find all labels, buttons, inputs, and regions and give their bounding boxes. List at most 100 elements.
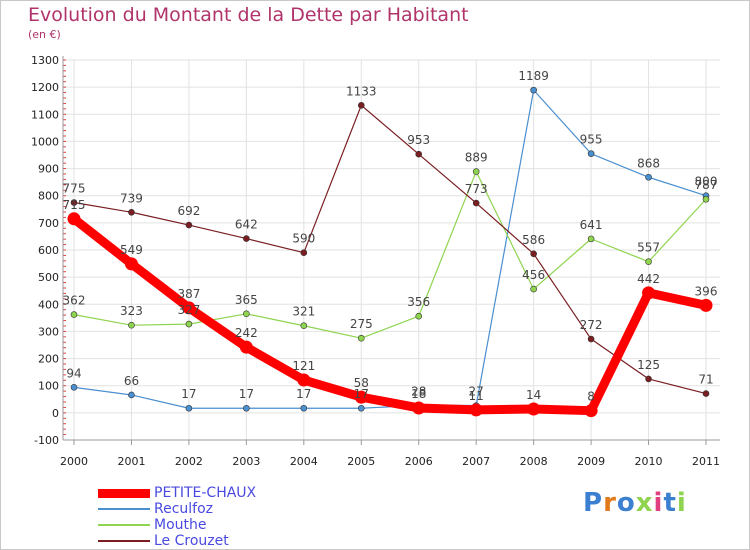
- series-line-le-crouzet: [73, 104, 707, 395]
- data-label: 28: [411, 384, 426, 398]
- series-layer: [67, 86, 713, 418]
- data-label: 1189: [518, 69, 549, 83]
- legend-swatch: [98, 540, 150, 542]
- data-point: [357, 334, 365, 342]
- data-label: 773: [465, 182, 488, 196]
- data-point: [642, 286, 656, 300]
- legend-swatch: [98, 524, 150, 526]
- data-point: [527, 402, 541, 416]
- data-point: [472, 168, 480, 175]
- data-point: [354, 390, 368, 404]
- data-point: [645, 173, 652, 181]
- data-label: 800: [695, 175, 718, 189]
- data-point: [415, 312, 423, 320]
- data-label: 17: [181, 387, 196, 401]
- data-point: [587, 150, 595, 157]
- data-label: 365: [235, 293, 258, 307]
- data-point: [128, 208, 135, 216]
- data-label: 18: [411, 387, 426, 401]
- data-point: [699, 298, 713, 312]
- data-point: [469, 403, 483, 417]
- data-label: 66: [124, 374, 139, 388]
- data-label: 456: [522, 268, 545, 282]
- data-point: [185, 221, 193, 229]
- y-tick-label: 400: [38, 298, 59, 311]
- x-tick-label: 2002: [175, 455, 203, 468]
- data-label: 323: [120, 304, 143, 318]
- data-label: 356: [407, 295, 430, 309]
- data-point: [185, 320, 193, 328]
- y-tick-label: 500: [38, 271, 59, 284]
- data-label: 642: [235, 218, 258, 232]
- data-point: [128, 391, 135, 399]
- y-tick-label: 1200: [31, 81, 59, 94]
- legend-swatch: [98, 508, 150, 510]
- y-tick-label: -100: [34, 434, 59, 447]
- data-label: 242: [235, 326, 258, 340]
- data-point: [702, 390, 710, 397]
- data-point: [239, 340, 253, 354]
- data-point: [297, 373, 311, 387]
- data-point: [472, 199, 480, 207]
- data-point: [70, 199, 78, 206]
- data-label: 58: [354, 376, 369, 390]
- data-label: 586: [522, 233, 545, 247]
- legend-item: Mouthe: [98, 517, 338, 533]
- data-label: 1133: [346, 84, 377, 98]
- data-label: 17: [296, 387, 311, 401]
- data-label: 125: [637, 358, 660, 372]
- data-label: 549: [120, 243, 143, 257]
- data-point: [415, 150, 423, 158]
- data-point: [67, 212, 81, 226]
- data-point: [243, 235, 250, 242]
- data-label: 889: [465, 151, 488, 165]
- x-tick-label: 2003: [232, 455, 260, 468]
- data-label: 641: [580, 218, 603, 232]
- x-tick-label: 2008: [520, 455, 548, 468]
- data-point: [182, 301, 196, 315]
- y-tick-label: 900: [38, 163, 59, 176]
- x-tick-label: 2007: [462, 455, 490, 468]
- legend-swatch: [98, 488, 150, 498]
- chart-title: Evolution du Montant de la Dette par Hab…: [28, 4, 469, 26]
- data-point: [300, 322, 308, 330]
- legend-label: Reculfoz: [154, 501, 214, 517]
- data-label: 321: [292, 305, 315, 319]
- data-point: [70, 311, 78, 318]
- proxiti-logo: Proxiti: [583, 488, 687, 518]
- data-label: 27: [469, 385, 484, 399]
- data-label: 868: [637, 156, 660, 170]
- data-label: 275: [350, 317, 373, 331]
- data-point: [587, 335, 595, 343]
- data-label: 362: [63, 294, 86, 308]
- y-tick-label: 700: [38, 217, 59, 230]
- data-point: [587, 235, 595, 243]
- data-point: [300, 249, 308, 257]
- data-point: [530, 250, 537, 258]
- series-line-mouthe: [73, 170, 707, 339]
- y-tick-label: 1100: [31, 108, 59, 121]
- y-tick-label: 1300: [31, 54, 59, 67]
- data-label: 8: [587, 390, 595, 404]
- y-tick-label: 600: [38, 244, 59, 257]
- y-tick-label: 0: [52, 407, 59, 420]
- data-label: 442: [637, 272, 660, 286]
- data-label: 71: [698, 373, 713, 387]
- data-point: [645, 258, 652, 265]
- legend-item: Reculfoz: [98, 501, 338, 517]
- legend-item: Le Crouzet: [98, 533, 338, 549]
- data-point: [124, 257, 138, 271]
- legend-label: PETITE-CHAUX: [154, 485, 257, 501]
- data-label: 715: [63, 198, 86, 212]
- data-point: [300, 404, 308, 412]
- data-label: 272: [580, 318, 603, 332]
- data-label: 11: [469, 389, 484, 403]
- legend: PETITE-CHAUX Reculfoz Mouthe Le Crouzet: [98, 485, 338, 549]
- data-point: [70, 384, 78, 391]
- data-point: [185, 404, 193, 412]
- data-label: 953: [407, 133, 430, 147]
- y-tick-label: 800: [38, 190, 59, 203]
- data-label: 557: [637, 241, 660, 255]
- data-label: 17: [239, 387, 254, 401]
